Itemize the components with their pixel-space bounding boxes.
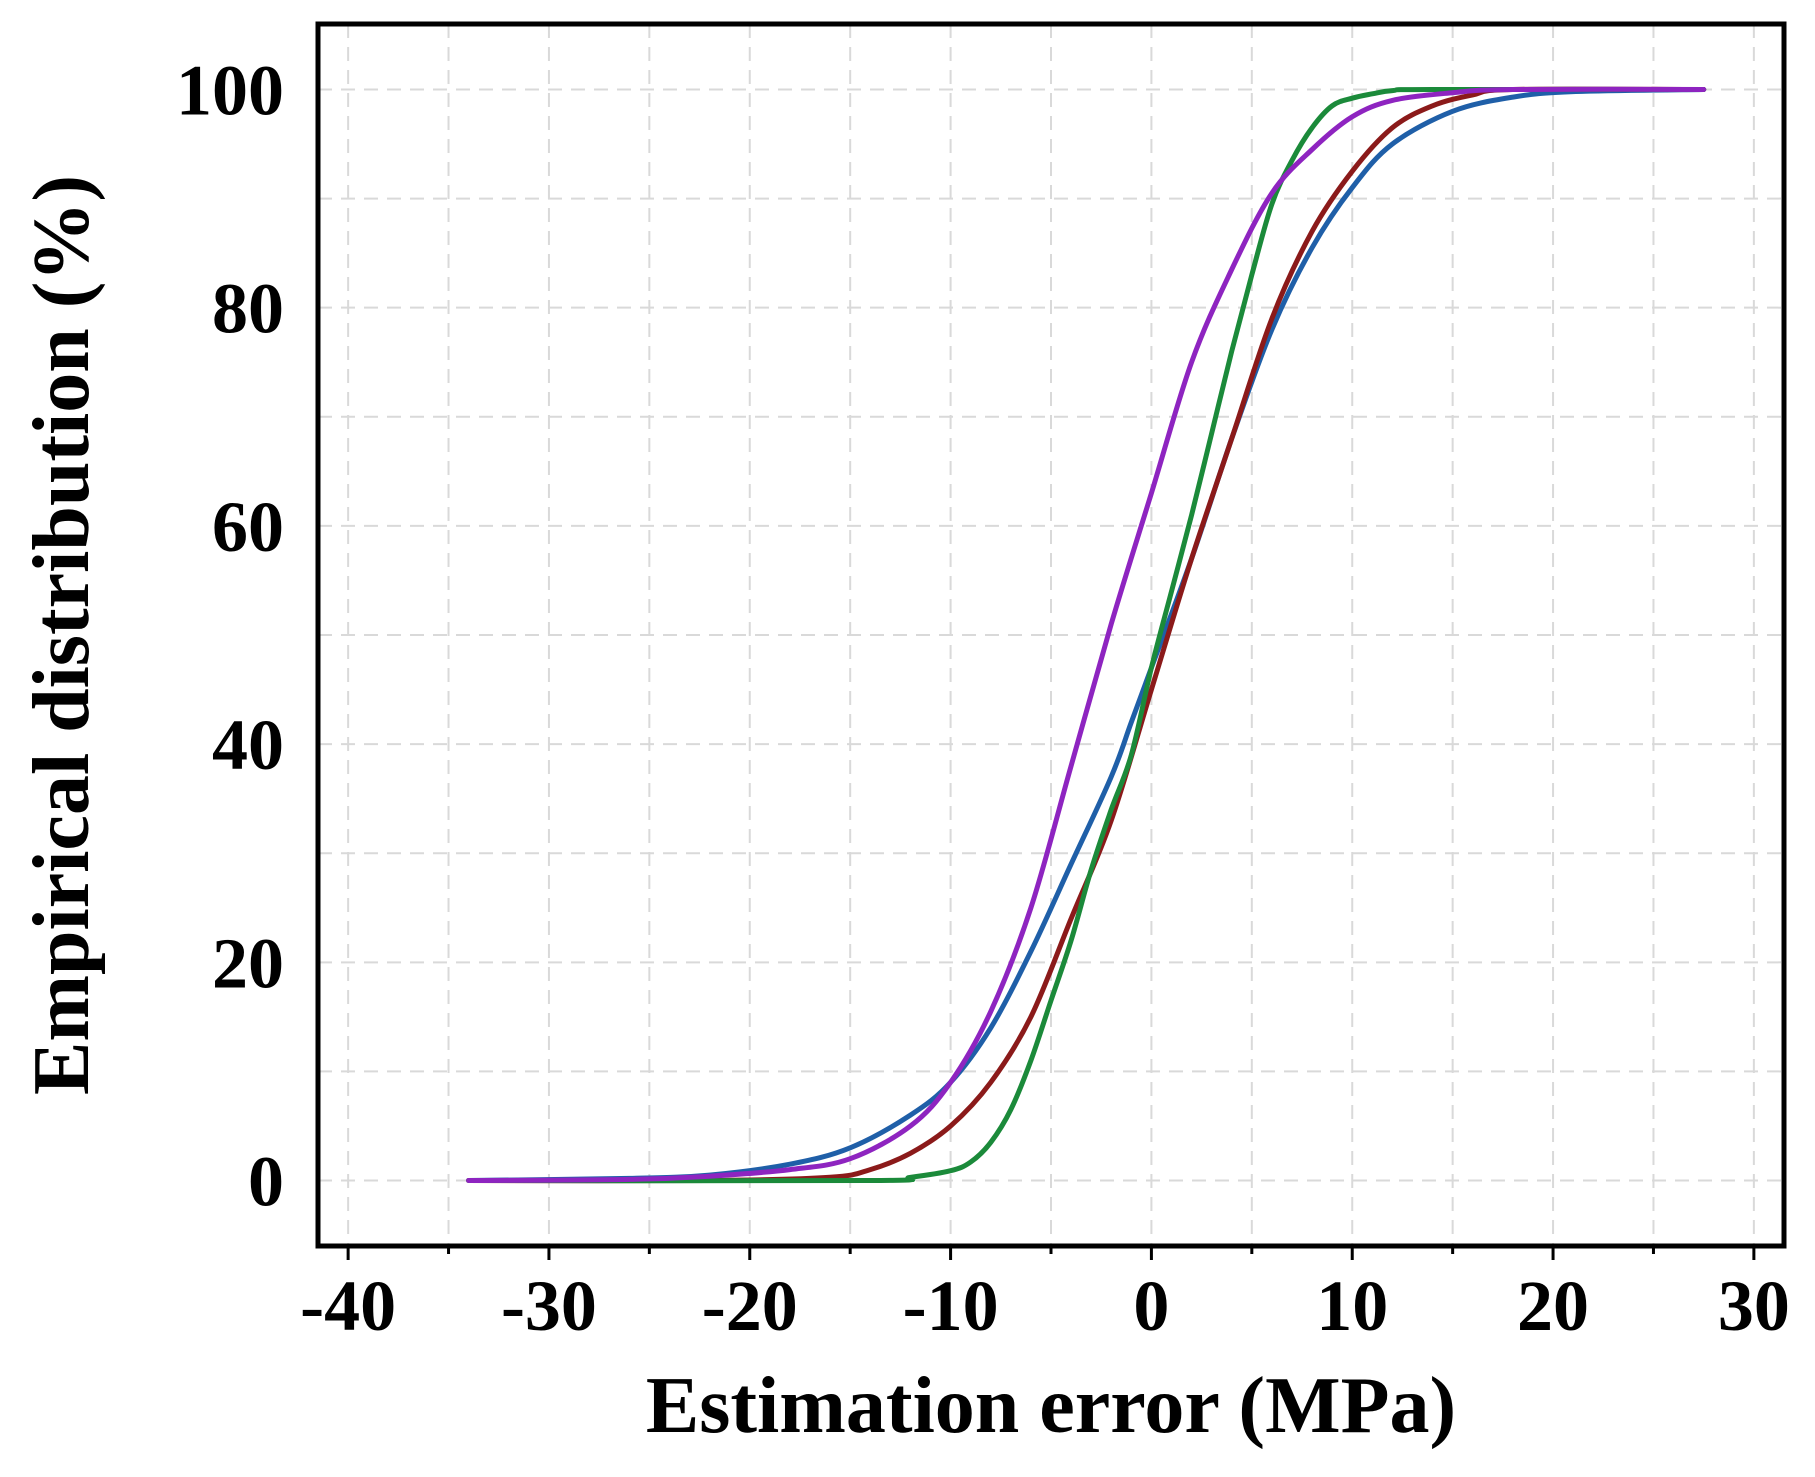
x-tick-label: 0 bbox=[1133, 1266, 1169, 1346]
axis-ticks bbox=[346, 1246, 1756, 1260]
x-tick-label: -20 bbox=[702, 1266, 798, 1346]
y-tick-label: 80 bbox=[212, 269, 284, 349]
tick-labels: -40 -30 -20 -10 0 10 20 30 0 20 40 60 80 100 bbox=[176, 50, 1790, 1346]
y-tick-label: 40 bbox=[212, 705, 284, 785]
x-tick-label: 10 bbox=[1316, 1266, 1388, 1346]
series-line-red bbox=[466, 86, 1707, 1184]
x-axis-title: Estimation error (MPa) bbox=[646, 1362, 1456, 1450]
y-axis-title: Empirical distribution (%) bbox=[18, 175, 106, 1095]
x-tick-label: 30 bbox=[1718, 1266, 1790, 1346]
x-tick-label: -10 bbox=[903, 1266, 999, 1346]
series-line-purple bbox=[466, 86, 1707, 1183]
y-tick-label: 100 bbox=[176, 50, 284, 130]
y-tick-label: 20 bbox=[212, 923, 284, 1003]
x-tick-label: 20 bbox=[1517, 1266, 1589, 1346]
y-tick-label: 60 bbox=[212, 487, 284, 567]
series-line-green bbox=[466, 86, 1707, 1184]
x-tick-label: -30 bbox=[501, 1266, 597, 1346]
y-tick-label: 0 bbox=[248, 1142, 284, 1222]
series-line-blue bbox=[466, 87, 1707, 1183]
x-tick-label: -40 bbox=[300, 1266, 396, 1346]
series-group bbox=[466, 86, 1707, 1184]
